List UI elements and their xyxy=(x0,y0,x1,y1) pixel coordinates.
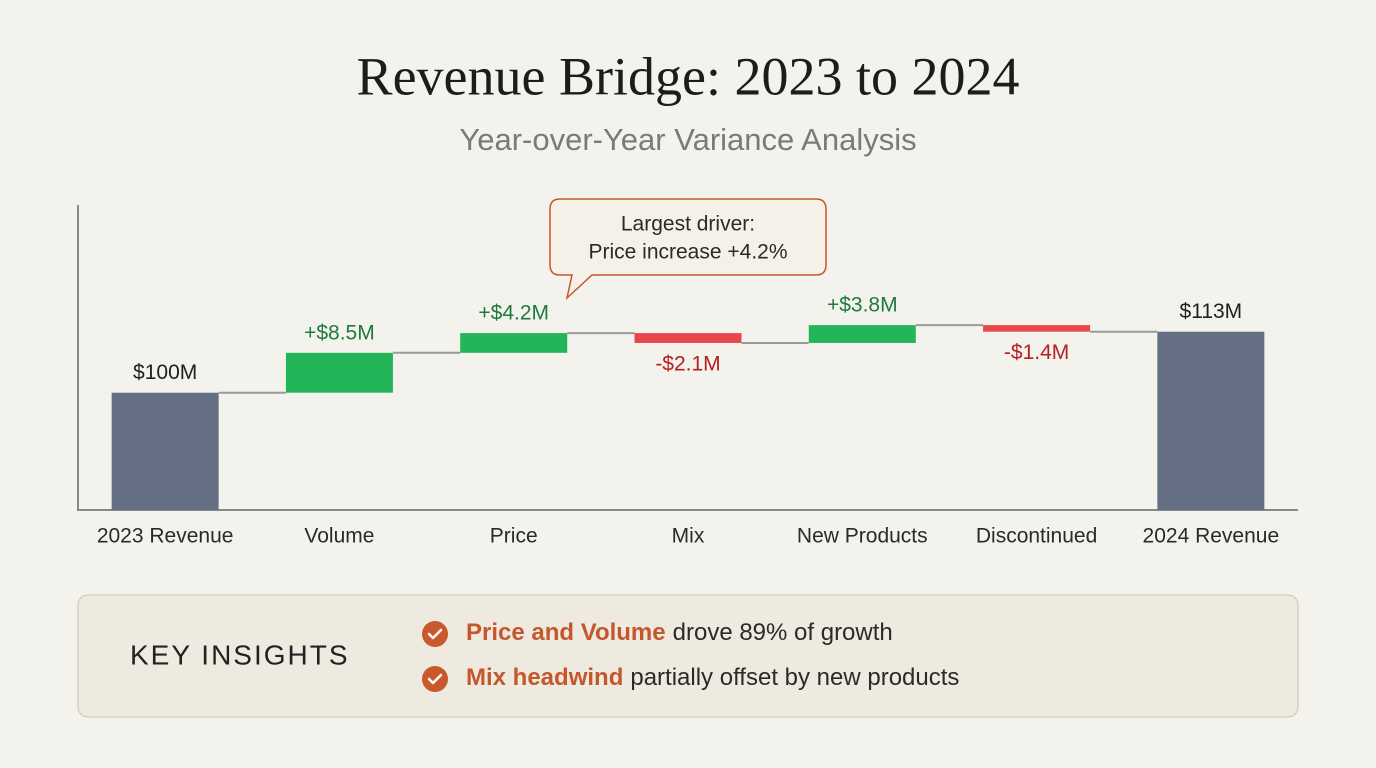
x-tick-label: Price xyxy=(490,525,538,548)
x-tick-label: Mix xyxy=(672,525,705,548)
bar xyxy=(460,333,568,353)
annotation-callout xyxy=(549,198,827,301)
value-label: +$3.8M xyxy=(827,294,898,317)
value-label: -$1.4M xyxy=(1004,341,1069,364)
insights-panel: KEY INSIGHTS Price and Volume drove 89% o… xyxy=(77,594,1299,718)
x-tick-label: Volume xyxy=(304,525,374,548)
chart-title: Revenue Bridge: 2023 to 2024 xyxy=(357,46,1020,106)
insight: Mix headwind partially offset by new prod… xyxy=(466,664,959,691)
insights-title: KEY INSIGHTS xyxy=(130,639,350,670)
insight-highlight: Mix headwind xyxy=(466,664,623,691)
check-icon xyxy=(422,666,448,692)
bar xyxy=(808,325,916,343)
insight-text: partially offset by new products xyxy=(630,664,959,691)
bar xyxy=(111,392,219,510)
x-tick-label: New Products xyxy=(797,525,928,548)
annotation-text: Price increase +4.2% xyxy=(588,241,787,264)
value-label: +$4.2M xyxy=(478,302,549,325)
annotation-text: Largest driver: xyxy=(621,213,755,236)
check-icon xyxy=(422,621,448,647)
value-label: $100M xyxy=(133,361,197,384)
chart-subtitle: Year-over-Year Variance Analysis xyxy=(459,122,916,157)
bar xyxy=(983,325,1091,332)
insight-text: drove 89% of growth xyxy=(673,619,893,646)
x-tick-label: 2024 Revenue xyxy=(1143,525,1280,548)
value-label: -$2.1M xyxy=(655,353,720,376)
insight-highlight: Price and Volume xyxy=(466,619,666,646)
bar xyxy=(285,352,393,393)
x-tick-label: Discontinued xyxy=(976,525,1097,548)
value-label: $113M xyxy=(1180,300,1243,323)
bar xyxy=(1157,331,1265,510)
bar xyxy=(634,333,742,343)
x-tick-label: 2023 Revenue xyxy=(97,525,234,548)
annotation: Largest driver: Price increase +4.2% xyxy=(549,198,827,301)
value-label: +$8.5M xyxy=(304,321,375,344)
insight: Price and Volume drove 89% of growth xyxy=(466,619,893,646)
insights-box xyxy=(77,594,1299,718)
